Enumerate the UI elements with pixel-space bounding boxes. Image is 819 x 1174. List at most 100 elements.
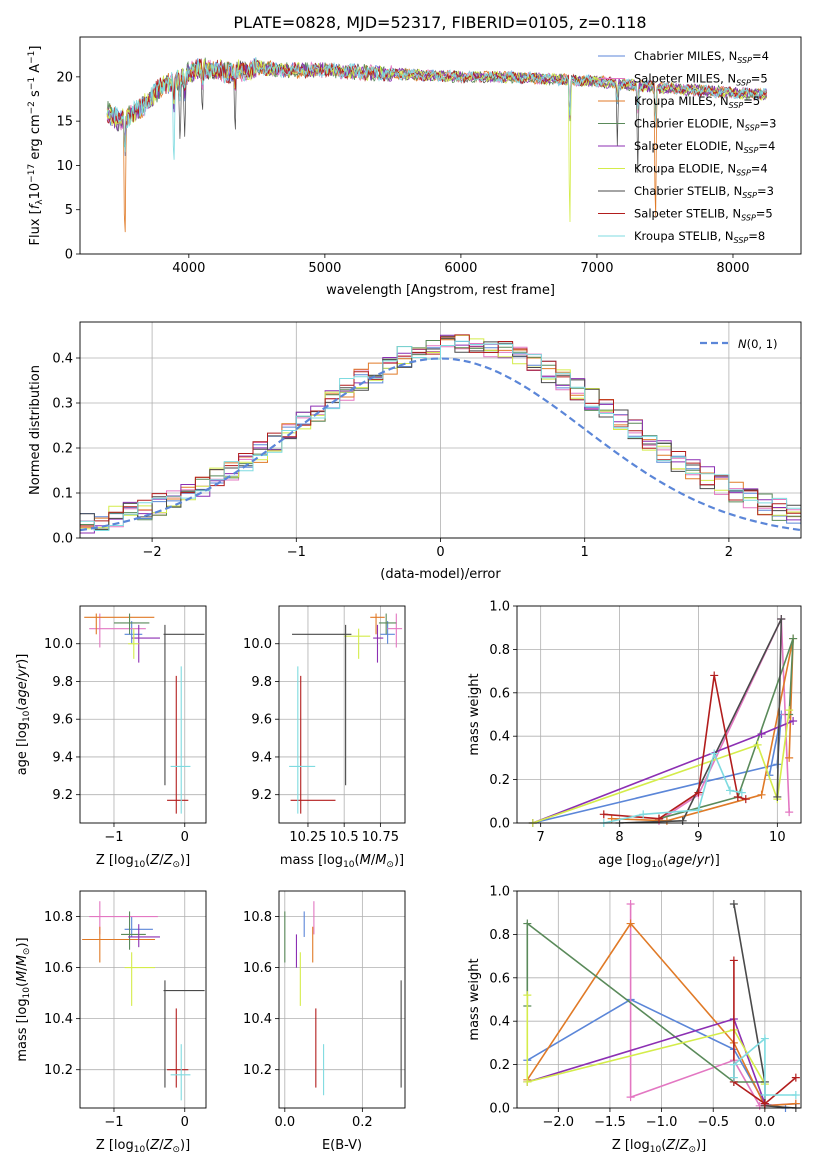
weight-marker	[678, 816, 687, 825]
y-tick-label: 1.0	[489, 600, 510, 615]
weight-marker	[729, 1073, 738, 1082]
weight-marker	[710, 671, 719, 680]
y-tick-label: 0.6	[489, 686, 510, 701]
y-tick-label: 0.4	[52, 352, 73, 367]
y-tick-label: 9.6	[52, 713, 73, 728]
weight-marker	[760, 1034, 769, 1043]
weight-marker	[741, 795, 750, 804]
y-tick-label: 0.3	[52, 397, 73, 412]
weight-marker	[523, 919, 532, 928]
x-axis-label: E(B-V)	[322, 1138, 362, 1153]
plot-frame	[79, 36, 802, 255]
weight-marker	[626, 1093, 635, 1102]
y-axis-label: Normed distribution	[28, 365, 43, 495]
y-tick-label: 10.8	[44, 910, 73, 925]
y-tick-label: 10.0	[243, 637, 272, 652]
y-tick-label: 10.8	[243, 910, 272, 925]
y-tick-label: 1.0	[489, 885, 510, 900]
plot-frame	[79, 605, 207, 824]
weight-marker	[639, 810, 648, 819]
y-tick-label: 0.2	[489, 773, 510, 788]
x-tick-label: −2.0	[543, 1115, 575, 1130]
normal-curve	[80, 357, 801, 532]
x-tick-label: 2	[725, 545, 733, 560]
y-tick-label: 10.4	[44, 1012, 73, 1027]
y-tick-label: 9.2	[52, 788, 73, 803]
weight-marker	[757, 790, 766, 799]
y-tick-label: 0.2	[52, 442, 73, 457]
weight-marker	[729, 900, 738, 909]
x-tick-label: 10.75	[362, 830, 399, 845]
weight-marker	[773, 792, 782, 801]
weight-marker	[729, 1060, 738, 1069]
weight-marker	[655, 814, 663, 823]
plot-frame	[516, 890, 802, 1109]
y-tick-label: 0.4	[489, 730, 510, 745]
y-tick-label: 15	[56, 115, 73, 130]
x-axis-label: mass [log10(M/M⊙)]	[280, 853, 404, 870]
y-tick-label: 0.8	[489, 643, 510, 658]
y-tick-label: 10	[56, 159, 73, 174]
plot-frame	[516, 605, 802, 824]
plot-frame	[79, 321, 802, 539]
y-axis-label: mass weight	[467, 673, 482, 755]
weight-line	[619, 618, 783, 823]
legend-label: Kroupa STELIB, NSSP=8	[634, 229, 765, 245]
weight-marker	[737, 788, 746, 797]
y-tick-label: 0.0	[489, 817, 510, 832]
weight-marker	[757, 730, 766, 739]
x-tick-label: 4000	[172, 261, 205, 276]
weight-marker	[785, 753, 794, 762]
y-tick-label: 0.6	[489, 971, 510, 986]
y-tick-label: 0.1	[52, 487, 73, 502]
y-tick-label: 9.8	[52, 675, 73, 690]
y-tick-label: 0.8	[489, 928, 510, 943]
plot-frame	[278, 605, 406, 824]
y-tick-label: 9.6	[251, 713, 272, 728]
y-tick-label: 0.0	[489, 1102, 510, 1117]
histogram-step	[80, 340, 801, 531]
legend-label: Salpeter STELIB, NSSP=5	[634, 207, 773, 223]
x-tick-label: −1	[104, 830, 123, 845]
legend-label: Kroupa MILES, NSSP=5	[634, 94, 760, 110]
weight-marker	[523, 1077, 532, 1086]
weight-marker	[753, 740, 762, 749]
weight-line	[526, 921, 765, 1083]
weight-marker	[726, 786, 734, 795]
weight-marker	[789, 717, 798, 726]
x-axis-label: Z [log10(Z/Z⊙)]	[612, 1138, 706, 1155]
x-tick-label: −1	[287, 545, 306, 560]
legend-label: Chabrier STELIB, NSSP=3	[634, 184, 774, 200]
weight-marker	[785, 808, 794, 817]
x-tick-label: 5000	[308, 261, 341, 276]
y-tick-label: 0	[65, 248, 73, 263]
y-tick-label: 10.2	[44, 1063, 73, 1078]
axes-age-vs-mass: 10.25 10.5 10.75 9.2 9.4 9.6 9.8 10.0 mass [log1…	[243, 605, 406, 870]
y-tick-label: 0.0	[52, 532, 73, 547]
x-tick-label: −2	[143, 545, 162, 560]
axes-age-vs-Z: −1 0 9.2 9.4 9.6 9.8 10.0 Z [log10(Z/Z⊙)] age [l…	[15, 605, 207, 870]
weight-marker	[791, 1073, 800, 1082]
axes-mass-weight-vs-age: 7 8 9 10 0.0 0.2 0.4 0.6 0.8 1.0 age [log10(age/yr…	[467, 600, 802, 870]
x-axis-label: Z [log10(Z/Z⊙)]	[96, 853, 190, 870]
x-axis-label: age [log10(age/yr)]	[598, 853, 720, 870]
x-tick-label: 0.0	[274, 1115, 295, 1130]
y-tick-label: 10.6	[243, 961, 272, 976]
legend: N(0, 1)	[700, 337, 778, 351]
x-axis-label: wavelength [Angstrom, rest frame]	[326, 283, 555, 298]
y-tick-label: 10.6	[44, 961, 73, 976]
axes-mass-vs-EBV: 0.0 0.2 10.2 10.4 10.6 10.8 E(B-V)	[243, 890, 406, 1153]
weight-marker	[760, 1090, 769, 1099]
weight-marker	[694, 805, 703, 814]
axes-spectrum: 4000 5000 6000 7000 8000 0 5 10 15 20 wavelength […	[27, 36, 802, 298]
y-tick-label: 9.4	[251, 750, 272, 765]
weight-marker	[694, 788, 703, 797]
weight-marker	[626, 900, 635, 909]
weight-marker	[791, 1090, 800, 1099]
x-tick-label: 7	[537, 830, 545, 845]
x-axis-label: (data-model)/error	[380, 567, 501, 582]
weight-marker	[785, 706, 794, 715]
spectrum-line	[106, 57, 768, 160]
y-axis-label: mass weight	[467, 958, 482, 1040]
